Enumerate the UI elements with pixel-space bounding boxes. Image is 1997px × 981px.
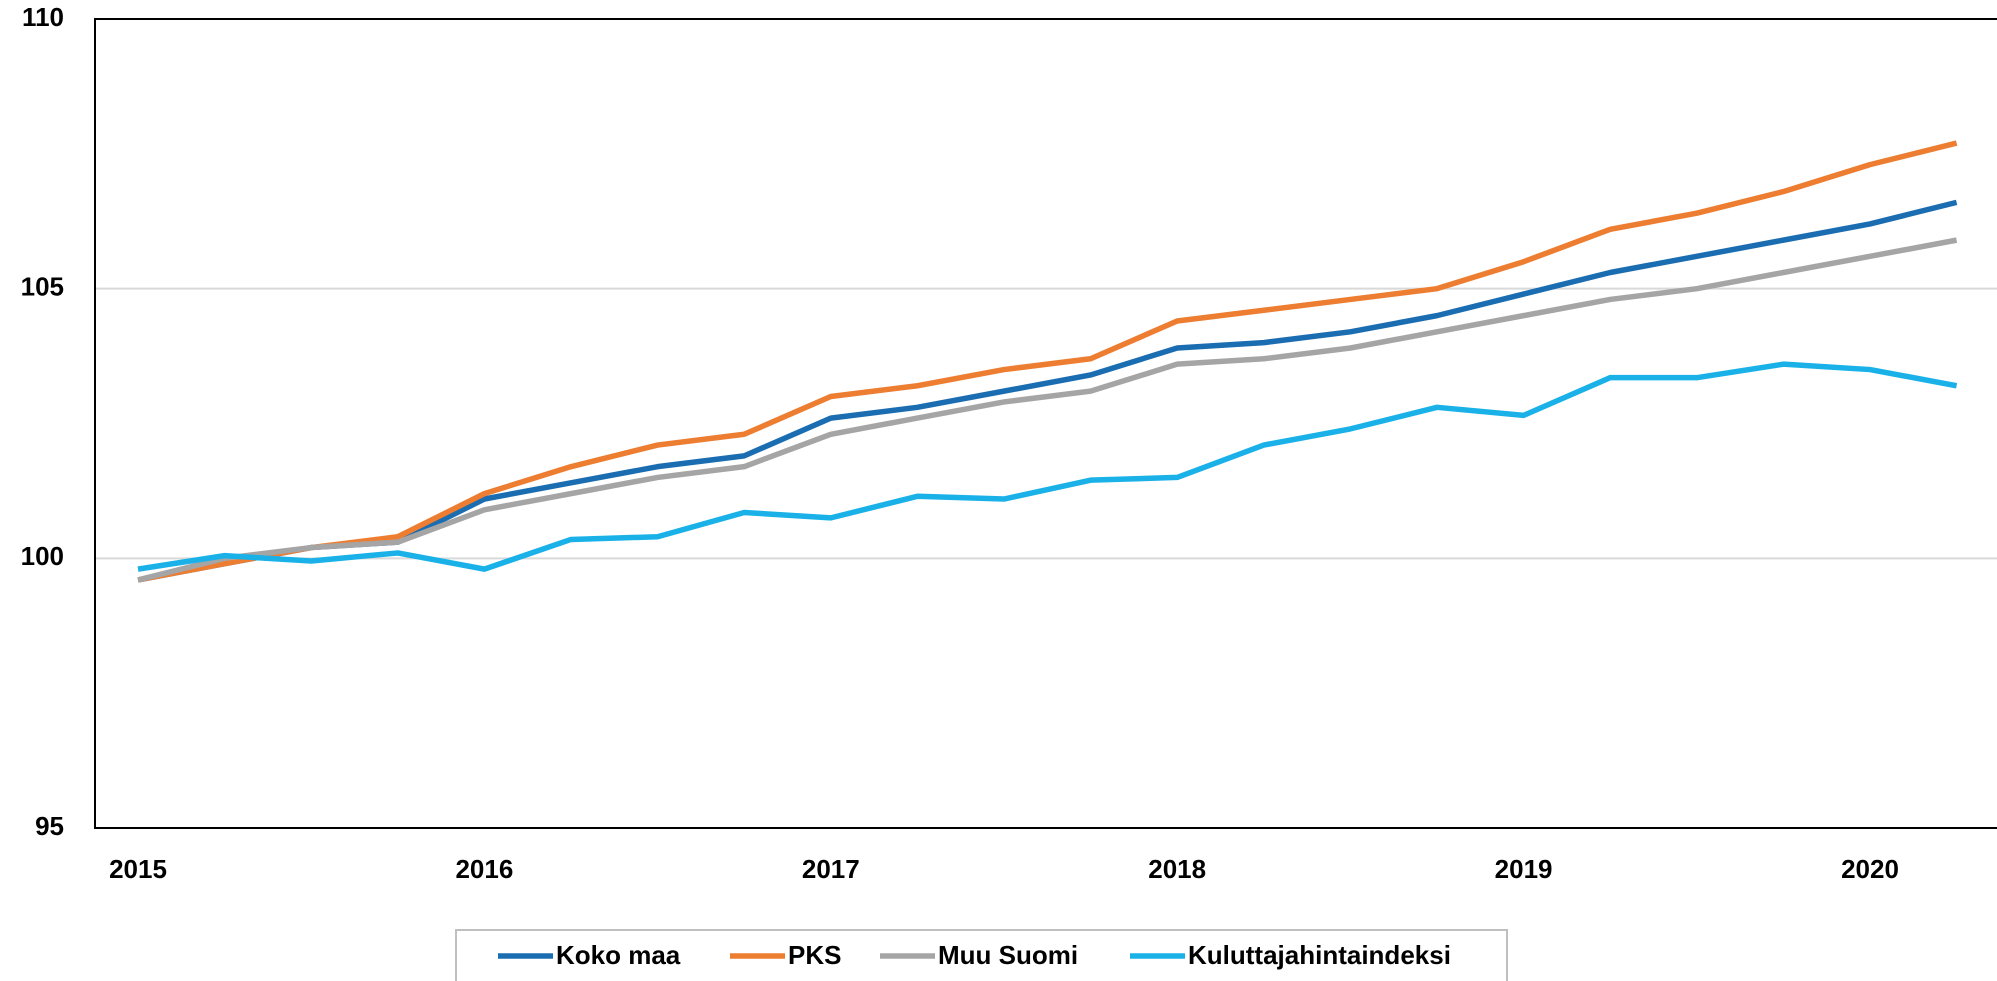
series-line <box>137 361 1958 572</box>
legend-box <box>455 929 1508 981</box>
y-tick-label: 110 <box>22 2 64 32</box>
x-tick-label: 2018 <box>1148 854 1206 884</box>
plot-border <box>94 18 1997 829</box>
series-line <box>137 140 1958 583</box>
legend-label: Kuluttajahintaindeksi <box>1188 940 1451 970</box>
x-tick-label: 2017 <box>802 854 860 884</box>
legend-label: PKS <box>788 940 841 970</box>
x-tick-label: 2020 <box>1841 854 1899 884</box>
x-tick-label: 2019 <box>1495 854 1553 884</box>
series-line <box>137 237 1958 583</box>
series-line <box>137 199 1958 583</box>
y-tick-label: 100 <box>21 541 64 571</box>
y-tick-label: 105 <box>21 272 64 302</box>
x-tick-label: 2016 <box>455 854 513 884</box>
x-tick-label: 2015 <box>109 854 167 884</box>
legend-label: Koko maa <box>556 940 681 970</box>
legend-label: Muu Suomi <box>938 940 1078 970</box>
y-tick-label: 95 <box>35 811 64 841</box>
